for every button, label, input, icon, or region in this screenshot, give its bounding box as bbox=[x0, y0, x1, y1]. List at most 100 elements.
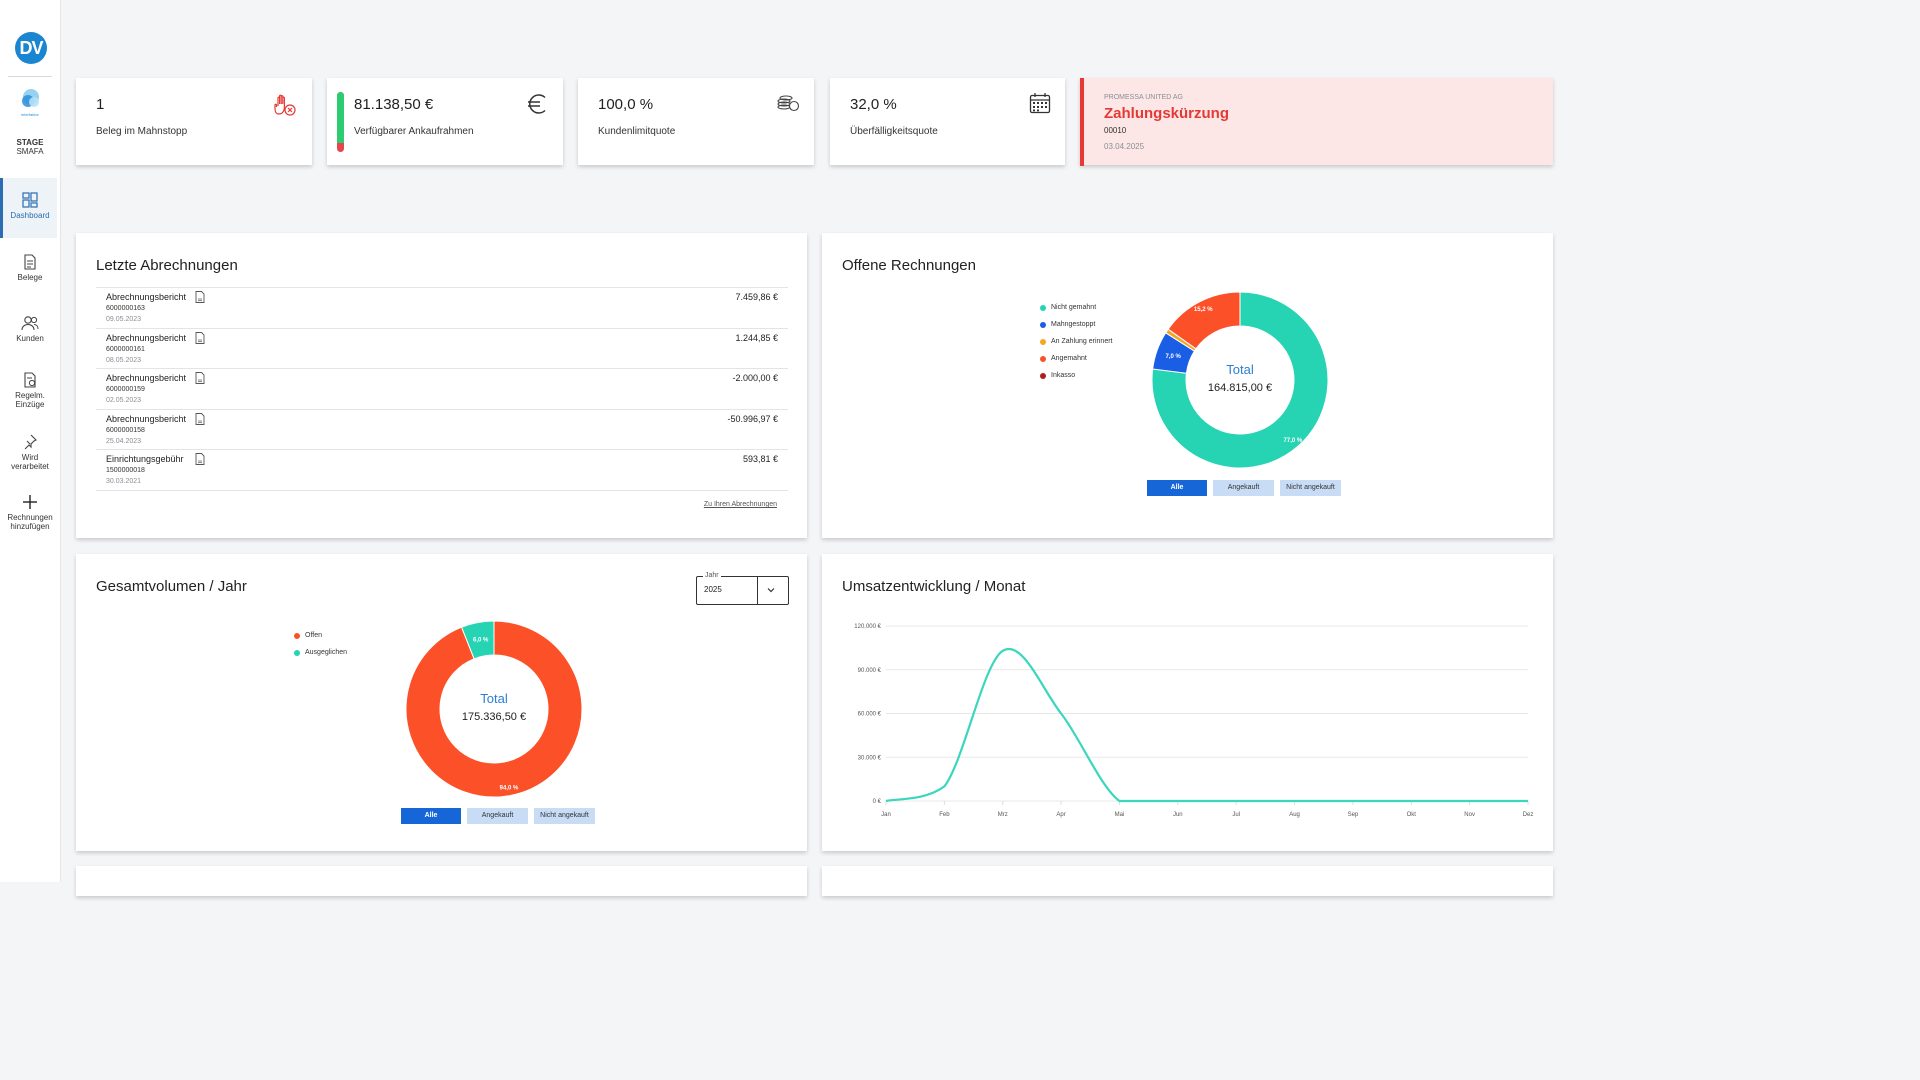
slice-label: 94,0 % bbox=[500, 786, 519, 792]
alert-stripe bbox=[1080, 78, 1084, 166]
settlement-row[interactable]: Abrechnungsbericht 6000000163 09.05.2023 7.… bbox=[96, 287, 788, 328]
pdf-document-icon[interactable] bbox=[195, 331, 205, 344]
x-tick-label: Aug bbox=[1289, 812, 1300, 818]
settlement-date: 09.05.2023 bbox=[106, 316, 142, 323]
filter-angekauft-button[interactable]: Angekauft bbox=[1213, 480, 1274, 496]
open-invoices-filter: Alle Angekauft Nicht angekauft bbox=[1147, 480, 1342, 496]
x-tick-label: Sep bbox=[1348, 812, 1359, 818]
legend-item[interactable]: An Zahlung erinnert bbox=[1040, 337, 1112, 354]
panel-title: Gesamtvolumen / Jahr bbox=[96, 578, 247, 595]
pdf-document-icon[interactable] bbox=[195, 372, 205, 385]
donut-slice[interactable] bbox=[1152, 292, 1328, 468]
settlement-row[interactable]: Abrechnungsbericht 6000000158 25.04.2023 -5… bbox=[96, 408, 788, 450]
coins-icon bbox=[777, 95, 800, 112]
filter-angekauft-button[interactable]: Angekauft bbox=[467, 808, 528, 824]
yearly-volume-filter: Alle Angekauft Nicht angekauft bbox=[401, 808, 596, 824]
settlement-row[interactable]: Abrechnungsbericht 6000000161 08.05.2023 1.… bbox=[96, 327, 788, 369]
filter-nicht-angekauft-button[interactable]: Nicht angekauft bbox=[1280, 480, 1341, 496]
settlement-title: Abrechnungsbericht bbox=[106, 332, 187, 343]
monthly-revenue-panel: Umsatzentwicklung / Monat 0 € 30.000 € 60.… bbox=[822, 554, 1553, 851]
nav-kunden-label: Kunden bbox=[16, 334, 44, 343]
filter-alle-button[interactable]: Alle bbox=[1147, 480, 1207, 496]
pdf-document-icon[interactable] bbox=[195, 412, 205, 425]
svg-text:interfaktor: interfaktor bbox=[21, 112, 39, 117]
ankaufrahmen-gauge bbox=[337, 92, 344, 152]
donut-slice[interactable] bbox=[406, 621, 582, 797]
kpi-card-ueberfaelligkeitsquote[interactable]: 32,0 % Überfälligkeitsquote bbox=[830, 78, 1065, 165]
env-sub: SMAFA bbox=[16, 147, 44, 156]
donut-total-value: 164.815,00 € bbox=[1207, 382, 1273, 394]
nav-rechnungen-hinzufuegen[interactable]: Rechnungen hinzufügen bbox=[0, 494, 60, 531]
chevron-down-icon bbox=[767, 588, 775, 593]
kpi-card-mahnstopp[interactable]: 1 Beleg im Mahnstopp bbox=[76, 78, 312, 165]
dv-logo[interactable]: DV bbox=[15, 32, 47, 64]
nav-wird-verarbeitet[interactable]: Wird verarbeitet bbox=[0, 434, 60, 471]
document-icon bbox=[24, 254, 36, 270]
donut-slice[interactable] bbox=[1167, 292, 1241, 350]
settlement-row[interactable]: Einrichtungsgebühr 1500000018 30.03.2021 59… bbox=[96, 449, 788, 490]
yearly-volume-donut: 94,0 % 6,0 % bbox=[406, 621, 582, 797]
y-tick-label: 60.000 € bbox=[858, 712, 882, 718]
y-tick-label: 90.000 € bbox=[858, 668, 882, 674]
yearly-volume-panel: Gesamtvolumen / Jahr Jahr 2025 Offen Ausg… bbox=[76, 554, 807, 851]
open-invoices-donut: 77,0 % 7,0 % 15,2 % bbox=[1152, 292, 1328, 468]
filter-nicht-angekauft-button[interactable]: Nicht angekauft bbox=[534, 808, 595, 824]
legend-swatch bbox=[1040, 322, 1046, 328]
alert-code: 00010 bbox=[1104, 126, 1127, 135]
revenue-series-line[interactable] bbox=[885, 647, 1528, 803]
settlement-amount: 1.244,85 € bbox=[735, 332, 778, 343]
settlement-date: 30.03.2021 bbox=[106, 478, 142, 486]
settlement-number: 1500000018 bbox=[106, 467, 145, 475]
kpi-card-kundenlimitquote[interactable]: 100,0 % Kundenlimitquote bbox=[578, 78, 814, 165]
all-settlements-link[interactable]: Zu Ihren Abrechnungen bbox=[703, 501, 777, 508]
panel-title: Letzte Abrechnungen bbox=[96, 257, 238, 274]
legend-item[interactable]: Ausgeglichen bbox=[294, 648, 347, 665]
year-select-label: Jahr bbox=[703, 572, 721, 579]
sidebar: DV interfaktor STAGE SMAFA Dashboard Bel… bbox=[0, 0, 61, 882]
legend-item[interactable]: Nicht gemahnt bbox=[1040, 303, 1112, 320]
year-select[interactable]: Jahr 2025 bbox=[696, 572, 789, 605]
filter-alle-button[interactable]: Alle bbox=[401, 808, 461, 824]
euro-icon bbox=[528, 94, 546, 114]
settlement-row[interactable]: Abrechnungsbericht 6000000159 02.05.2023 -2… bbox=[96, 368, 788, 409]
pin-icon bbox=[24, 434, 37, 450]
legend-swatch bbox=[294, 633, 300, 639]
panel-title: Umsatzentwicklung / Monat bbox=[842, 578, 1026, 595]
legend-item[interactable]: Angemahnt bbox=[1040, 354, 1112, 371]
nav-kunden[interactable]: Kunden bbox=[0, 315, 60, 343]
env-name: STAGE bbox=[16, 138, 44, 147]
nav-dashboard[interactable]: Dashboard bbox=[0, 178, 57, 238]
legend-item[interactable]: Inkasso bbox=[1040, 371, 1112, 388]
kpi-label: Kundenlimitquote bbox=[598, 126, 676, 137]
legend-swatch bbox=[1040, 356, 1046, 362]
nav-belege-label: Belege bbox=[17, 273, 43, 282]
y-tick-label: 30.000 € bbox=[858, 755, 882, 761]
yearly-volume-legend: Offen Ausgeglichen bbox=[294, 631, 347, 665]
slice-label: 6,0 % bbox=[473, 637, 489, 643]
legend-label: Nicht gemahnt bbox=[1051, 304, 1097, 311]
slice-label: 7,0 % bbox=[1166, 354, 1182, 360]
alert-date: 03.04.2025 bbox=[1104, 142, 1145, 151]
nav-belege[interactable]: Belege bbox=[0, 254, 60, 282]
monthly-revenue-line-chart: 0 € 30.000 € 60.000 € 90.000 € 120.000 € Jan F… bbox=[854, 624, 1533, 818]
kpi-card-ankaufrahmen[interactable]: 81.138,50 € Verfügbarer Ankaufrahmen bbox=[327, 78, 563, 165]
donut-slice[interactable] bbox=[460, 621, 495, 660]
rows-divider bbox=[96, 490, 788, 491]
legend-item[interactable]: Offen bbox=[294, 631, 347, 648]
pdf-document-icon[interactable] bbox=[195, 453, 205, 466]
legend-label: Inkasso bbox=[1051, 372, 1076, 379]
settlement-title: Abrechnungsbericht bbox=[106, 373, 187, 384]
settlement-number: 6000000161 bbox=[106, 345, 145, 353]
x-tick-label: Feb bbox=[939, 812, 950, 818]
pdf-document-icon[interactable] bbox=[195, 291, 205, 303]
next-panel-left bbox=[76, 866, 807, 896]
settlement-number: 6000000158 bbox=[106, 426, 145, 434]
slice-label: 77,0 % bbox=[1284, 438, 1303, 444]
kpi-label: Verfügbarer Ankaufrahmen bbox=[354, 126, 474, 137]
x-tick-label: Okt bbox=[1407, 812, 1417, 818]
alert-card-zahlungskuerzung[interactable]: PROMESSA UNITED AG Zahlungskürzung 00010… bbox=[1080, 78, 1553, 166]
y-tick-label: 120.000 € bbox=[854, 624, 881, 630]
users-icon bbox=[21, 316, 39, 331]
legend-item[interactable]: Mahngestoppt bbox=[1040, 320, 1112, 337]
nav-regelm-einzuege[interactable]: Regelm. Einzüge bbox=[0, 372, 60, 409]
